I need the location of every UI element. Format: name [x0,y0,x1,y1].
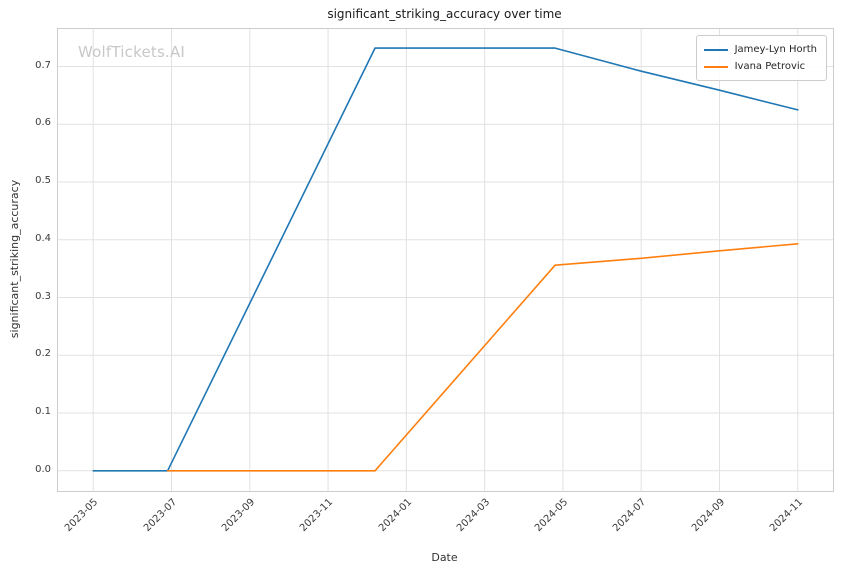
y-tick-label: 0.3 [35,290,51,302]
plot-canvas [58,29,833,491]
y-tick-label: 0.5 [35,175,51,187]
x-tick-label: 2023-11 [298,496,336,535]
legend-line-swatch [703,65,728,68]
x-axis-label: Date [431,551,458,564]
x-tick-label: 2024-09 [689,496,727,535]
legend-line-swatch [703,48,728,51]
legend-label: Ivana Petrovic [734,61,806,72]
x-tick-label: 2024-11 [767,496,806,535]
y-tick-label: 0.7 [35,59,51,71]
y-tick-label: 0.6 [35,117,51,129]
legend-item-0[interactable]: Jamey-Lyn Horth [703,41,817,58]
y-tick-label: 0.0 [35,463,51,475]
x-tick-label: 2023-09 [219,496,258,535]
x-tick-label: 2024-01 [376,496,414,535]
legend-item-1[interactable]: Ivana Petrovic [703,58,817,75]
series-line-1[interactable] [166,243,799,472]
legend-label: Jamey-Lyn Horth [734,44,817,55]
y-tick-label: 0.2 [35,348,51,360]
x-tick-label: 2024-07 [611,496,649,535]
plot-area: WolfTickets.AI Jamey-Lyn Horth Ivana Petr… [57,28,834,492]
x-tick-label: 2023-05 [63,496,101,535]
y-tick-label: 0.1 [35,406,51,418]
series-line-0[interactable] [92,47,799,472]
y-tick-label: 0.4 [35,232,51,244]
x-tick-label: 2024-05 [533,496,571,535]
y-axis-label: significant_striking_accuracy [8,179,21,339]
legend[interactable]: Jamey-Lyn Horth Ivana Petrovic [695,35,827,81]
x-tick-label: 2023-07 [141,496,180,535]
watermark: WolfTickets.AI [78,43,186,61]
x-tick-label: 2024-03 [454,496,493,535]
chart-title: significant_striking_accuracy over time [327,7,562,21]
